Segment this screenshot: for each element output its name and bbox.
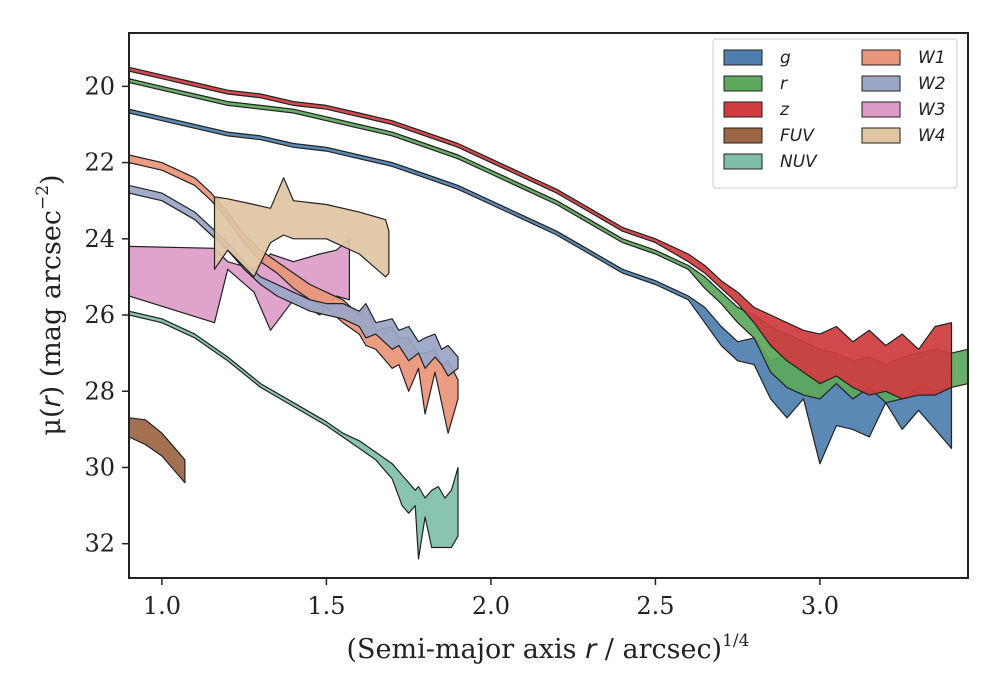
legend-label-z: z [779,100,790,120]
series-band-w1 [129,154,459,434]
x-tick-label: 2.0 [472,592,510,620]
legend: grz FUV NUV W1 W2 W3 W4 [712,38,958,189]
legend-label-fuv: FUV [780,126,815,146]
series-band-nuv [129,310,459,560]
series-band-w4 [213,177,390,278]
series-band-z [129,66,953,400]
legend-swatch-r [723,75,763,92]
x-tick-label: 2.5 [636,592,674,620]
legend-label-g: g [780,48,791,68]
x-tick-label: 1.5 [307,592,345,620]
legend-swatch-z [723,101,763,118]
legend-swatch-fuv [723,127,763,144]
legend-label-w4: W4 [918,126,946,146]
x-tick-label: 3.0 [801,592,839,620]
series-layer [129,66,968,560]
x-tick-label: 1.0 [143,592,181,620]
legend-swatch-w3 [861,101,901,118]
legend-swatch-w4 [861,127,901,144]
x-axis: 1.0 1.5 2.0 2.5 3.0 [143,578,839,620]
y-tick-label: 22 [84,149,115,177]
series-band-g [129,108,953,465]
y-axis: 20 22 24 26 28 30 32 [84,72,129,558]
legend-label-w1: W1 [918,48,946,68]
y-tick-label: 28 [84,377,115,405]
y-tick-label: 20 [84,72,115,100]
plot-frame [128,32,969,579]
legend-label-w3: W3 [918,100,946,120]
legend-swatch-nuv [723,153,763,170]
legend-label-r: r [780,74,788,94]
x-axis-title: (Semi-major axis r / arcsec)1/4 [347,631,750,665]
y-tick-label: 24 [84,225,115,253]
legend-label-nuv: NUV [780,152,818,172]
series-band-w2 [129,184,459,377]
y-axis-title: μ(r) (mag arcsec−2) [33,174,67,435]
legend-swatch-w1 [861,49,901,66]
series-band-fuv [129,417,186,484]
y-tick-label: 26 [84,301,115,329]
y-tick-label: 32 [84,530,115,558]
legend-swatch-g [723,49,763,66]
legend-label-w2: W2 [918,74,946,94]
y-tick-label: 30 [84,453,115,481]
legend-swatch-w2 [861,75,901,92]
